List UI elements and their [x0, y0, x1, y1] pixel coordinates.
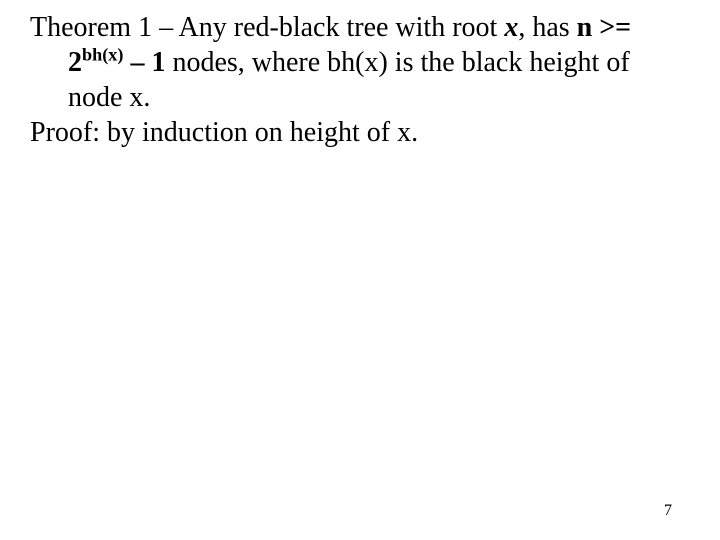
theorem-line2a: has: [532, 12, 576, 43]
page-number: 7: [664, 502, 672, 520]
proof-paragraph: Proof: by induction on height of x.: [30, 115, 680, 150]
content-area: Theorem 1 – Any red-black tree with root…: [30, 10, 680, 150]
proof-line: Proof: by induction on height of x.: [30, 117, 418, 148]
inequality-exponent: bh(x): [82, 45, 123, 65]
theorem-var-x: x: [504, 12, 518, 43]
slide: Theorem 1 – Any red-black tree with root…: [0, 0, 720, 540]
inequality-tail: – 1: [123, 47, 165, 78]
theorem-phrase1: Any red-black tree with root: [179, 12, 505, 43]
theorem-sep: –: [152, 12, 178, 43]
theorem-label: Theorem 1: [30, 12, 152, 43]
theorem-line2b: nodes, where bh(x) is the: [165, 47, 461, 78]
theorem-comma: ,: [518, 12, 532, 43]
theorem-paragraph: Theorem 1 – Any red-black tree with root…: [30, 10, 680, 115]
